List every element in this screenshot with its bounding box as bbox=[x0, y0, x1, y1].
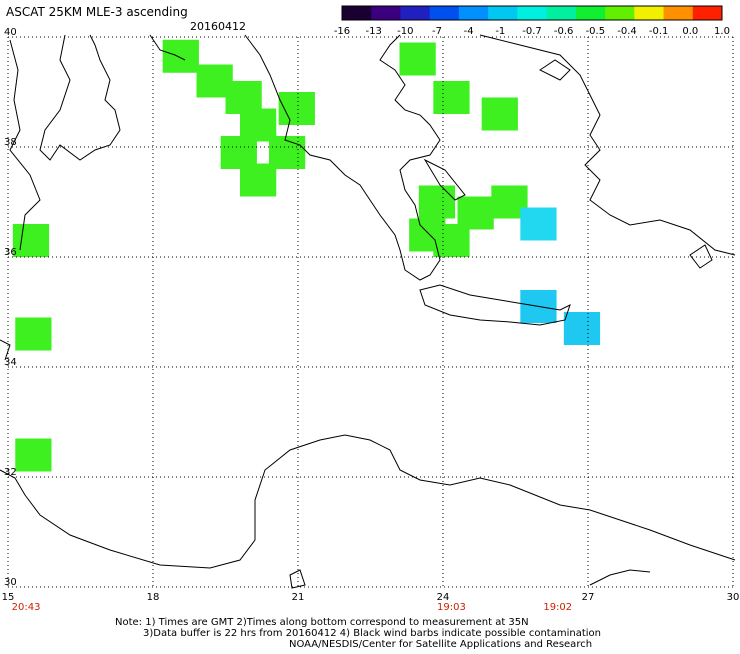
colorbar-swatch bbox=[400, 6, 431, 20]
coastline-sicily bbox=[0, 339, 11, 361]
lat-label: 30 bbox=[4, 577, 17, 588]
swath-cell-aegean-north bbox=[481, 97, 518, 131]
footer-note-2: 3)Data buffer is 22 hrs from 20160412 4)… bbox=[143, 628, 601, 639]
lat-label: 38 bbox=[4, 137, 17, 148]
colorbar-label: -0.1 bbox=[649, 26, 669, 37]
colorbar-swatch bbox=[517, 6, 548, 20]
coastline-turkey bbox=[479, 34, 736, 256]
colorbar-swatch bbox=[605, 6, 635, 20]
lon-label: 15 bbox=[2, 592, 15, 603]
lon-label: 21 bbox=[292, 592, 305, 603]
coastline-lesvos bbox=[539, 59, 571, 81]
swath-cell-aegean-north bbox=[399, 42, 436, 76]
colorbar-label: -13 bbox=[365, 26, 381, 37]
lon-label: 18 bbox=[147, 592, 160, 603]
colorbar: -16 -13 -10 -7 -4 -1 -0.7 -0.6 -0.5 -0.4 -0.1 0.0 1.… bbox=[334, 5, 730, 37]
colorbar-swatch bbox=[692, 6, 723, 20]
swath-cell-crete-south bbox=[563, 312, 601, 345]
swath-cell-aegean-north bbox=[433, 224, 470, 257]
lat-lon-grid bbox=[7, 36, 734, 588]
colorbar-swatch bbox=[546, 6, 577, 20]
colorbar-label: -0.4 bbox=[617, 26, 637, 37]
colorbar-label: -0.7 bbox=[522, 26, 542, 37]
swath-cell-aegean-east bbox=[520, 207, 557, 241]
coastlines bbox=[0, 34, 736, 589]
swath-cell-west-edge bbox=[15, 438, 52, 472]
colorbar-swatch bbox=[663, 6, 694, 20]
coastline-italy bbox=[9, 34, 121, 251]
product-date: 20160412 bbox=[190, 20, 246, 33]
colorbar-label: -10 bbox=[397, 26, 413, 37]
colorbar-swatch bbox=[342, 6, 372, 20]
colorbar-label: -0.6 bbox=[554, 26, 574, 37]
coastline-euboea bbox=[423, 158, 466, 201]
pass-time-label: 19:02 bbox=[543, 602, 572, 613]
coastline-gavdos bbox=[289, 569, 306, 589]
colorbar-label: 0.0 bbox=[682, 26, 698, 37]
coastline-greece bbox=[244, 34, 441, 281]
lat-label: 34 bbox=[4, 357, 17, 368]
colorbar-swatch bbox=[371, 6, 401, 20]
colorbar-label: -16 bbox=[334, 26, 350, 37]
colorbar-swatch bbox=[634, 6, 665, 20]
pass-time-labels: 20:43 19:03 19:02 bbox=[12, 602, 572, 613]
longitude-labels: 15 18 21 24 27 30 bbox=[2, 592, 740, 603]
latitude-labels: 40 38 36 34 32 30 bbox=[4, 27, 17, 588]
pass-time-label: 19:03 bbox=[437, 602, 466, 613]
swath-cell-aegean-north bbox=[418, 185, 456, 219]
coastline-nile bbox=[589, 569, 651, 586]
colorbar-label: 1.0 bbox=[714, 26, 730, 37]
lon-label: 27 bbox=[582, 592, 595, 603]
colorbar-label: -0.5 bbox=[586, 26, 606, 37]
coastline-rhodes bbox=[689, 244, 713, 269]
swath-cell-west-edge bbox=[12, 224, 50, 257]
footer-note-1: Note: 1) Times are GMT 2)Times along bot… bbox=[115, 617, 529, 628]
lat-label: 40 bbox=[4, 27, 17, 38]
swath-cell-ionian-north bbox=[240, 163, 277, 197]
colorbar-label: -7 bbox=[432, 26, 442, 37]
pass-time-label: 20:43 bbox=[12, 602, 41, 613]
colorbar-swatch bbox=[458, 6, 489, 20]
lat-label: 36 bbox=[4, 247, 17, 258]
footer-note-3: NOAA/NESDIS/Center for Satellite Applica… bbox=[289, 639, 592, 650]
coastline-salento bbox=[149, 34, 186, 61]
colorbar-label: -4 bbox=[464, 26, 474, 37]
coastline-crete bbox=[419, 284, 571, 326]
lon-label: 24 bbox=[437, 592, 450, 603]
colorbar-swatch bbox=[488, 6, 518, 20]
lat-label: 32 bbox=[4, 467, 17, 478]
lon-label: 30 bbox=[727, 592, 740, 603]
swath-cell-aegean-north bbox=[433, 81, 470, 114]
product-title: ASCAT 25KM MLE-3 ascending bbox=[6, 5, 188, 19]
wind-swaths bbox=[12, 39, 601, 472]
coastline-africa bbox=[0, 434, 736, 569]
colorbar-swatch bbox=[575, 6, 606, 20]
colorbar-swatch bbox=[429, 6, 460, 20]
colorbar-frame bbox=[341, 5, 723, 21]
swath-cell-west-edge bbox=[15, 317, 52, 351]
colorbar-label: -1 bbox=[495, 26, 505, 37]
swath-cell-ionian-north bbox=[162, 39, 199, 73]
